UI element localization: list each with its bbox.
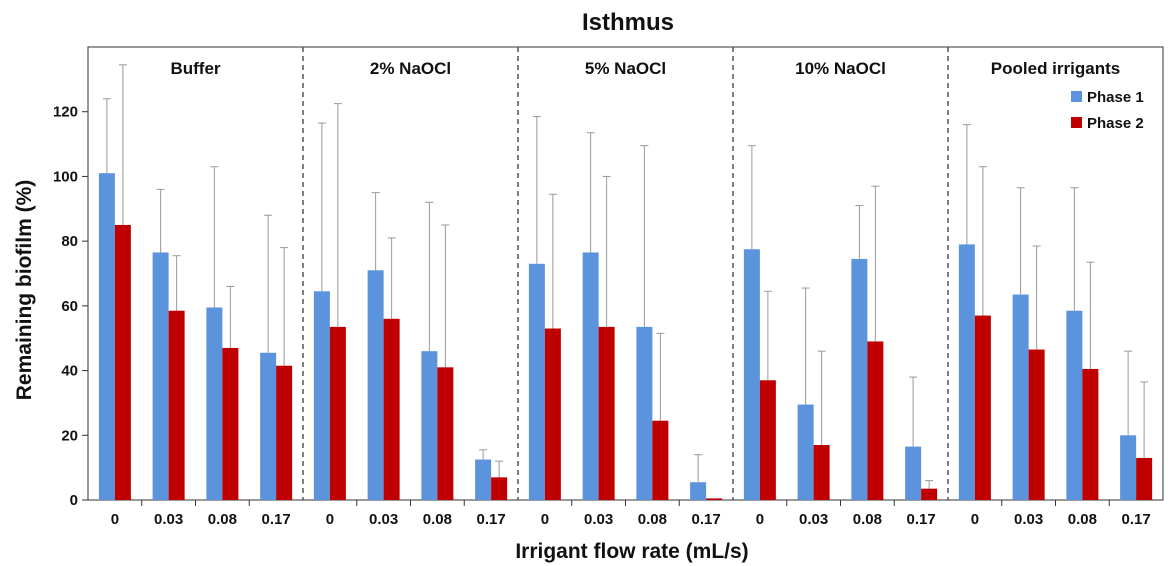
y-tick-label: 120 [53,104,78,121]
x-tick-label: 0.03 [154,511,183,528]
y-tick-label: 80 [61,233,78,250]
phase1-bar [260,352,277,500]
x-tick-label: 0.03 [584,511,613,528]
phase1-bar [475,459,492,500]
phase2-bar [652,420,669,500]
phase1-bar [98,173,115,500]
x-tick-label: 0.17 [262,511,291,528]
panel-title: 10% NaOCl [795,59,886,78]
x-tick-label: 0.03 [369,511,398,528]
phase1-bar [797,404,814,500]
phase1-bar [421,351,438,500]
x-tick-label: 0.08 [423,511,452,528]
phase1-bar [905,446,922,500]
phase2-bar [329,326,346,500]
phase2-bar [813,444,830,500]
phase1-bar [152,252,169,500]
chart-title: Isthmus [582,9,674,36]
y-tick-label: 0 [70,492,78,509]
phase2-bar [974,315,991,500]
y-axis-title: Remaining biofilm (%) [13,180,36,401]
phase2-bar [1136,457,1153,500]
x-tick-label: 0.17 [692,511,721,528]
x-tick-label: 0.17 [907,511,936,528]
panel-title: Buffer [170,59,220,78]
x-tick-label: 0 [326,511,334,528]
plot-area: 0 20 40 60 80 100 120 Buffer 0 0.03 0.08 0.17 2% NaO… [53,46,1164,528]
phase1-bar [367,270,384,500]
x-tick-label: 0 [541,511,549,528]
x-tick-label: 0.03 [1014,511,1043,528]
x-tick-label: 0.03 [799,511,828,528]
phase2-bar [544,328,561,500]
y-tick-label: 100 [53,168,78,185]
plot-frame [87,46,1164,501]
phase2-bar [222,347,239,500]
phase2-bar [383,318,400,500]
phase2-bar [1082,368,1099,500]
phase1-bar [313,291,330,500]
phase1-bar [1066,310,1083,500]
legend-swatch [1071,91,1082,102]
phase2-bar [491,477,508,500]
phase1-bar [582,252,599,500]
x-tick-label: 0.17 [1122,511,1151,528]
x-tick-label: 0.08 [1068,511,1097,528]
y-tick-label: 40 [61,363,78,380]
phase2-bar [867,341,884,500]
phase2-bar [706,498,723,500]
y-tick-label: 60 [61,298,78,315]
phase1-bar [851,258,868,500]
phase2-bar [437,367,454,500]
phase2-bar [168,310,185,500]
legend-label: Phase 1 [1087,89,1144,106]
x-tick-label: 0.08 [638,511,667,528]
phase1-bar [1120,435,1137,500]
phase1-bar [690,482,707,500]
phase2-bar [921,488,938,500]
x-axis-title: Irrigant flow rate (mL/s) [515,540,748,563]
x-tick-label: 0.08 [853,511,882,528]
x-tick-label: 0 [971,511,979,528]
x-tick-label: 0.17 [477,511,506,528]
phase2-bar [598,326,615,500]
legend-label: Phase 2 [1087,115,1144,132]
x-tick-label: 0 [756,511,764,528]
x-tick-label: 0 [111,511,119,528]
phase2-bar [759,380,776,500]
phase1-bar [206,307,223,500]
phase1-bar [743,249,760,500]
phase2-bar [114,224,131,500]
phase2-bar [276,365,293,500]
phase1-bar [1012,294,1029,500]
panel-title: 2% NaOCl [370,59,451,78]
panel-title: 5% NaOCl [585,59,666,78]
phase2-bar [1028,349,1045,500]
panel-title: Pooled irrigants [991,59,1120,78]
y-tick-label: 20 [61,427,78,444]
phase1-bar [528,263,545,500]
legend-swatch [1071,117,1082,128]
x-tick-label: 0.08 [208,511,237,528]
phase1-bar [958,244,975,500]
phase1-bar [636,326,653,500]
